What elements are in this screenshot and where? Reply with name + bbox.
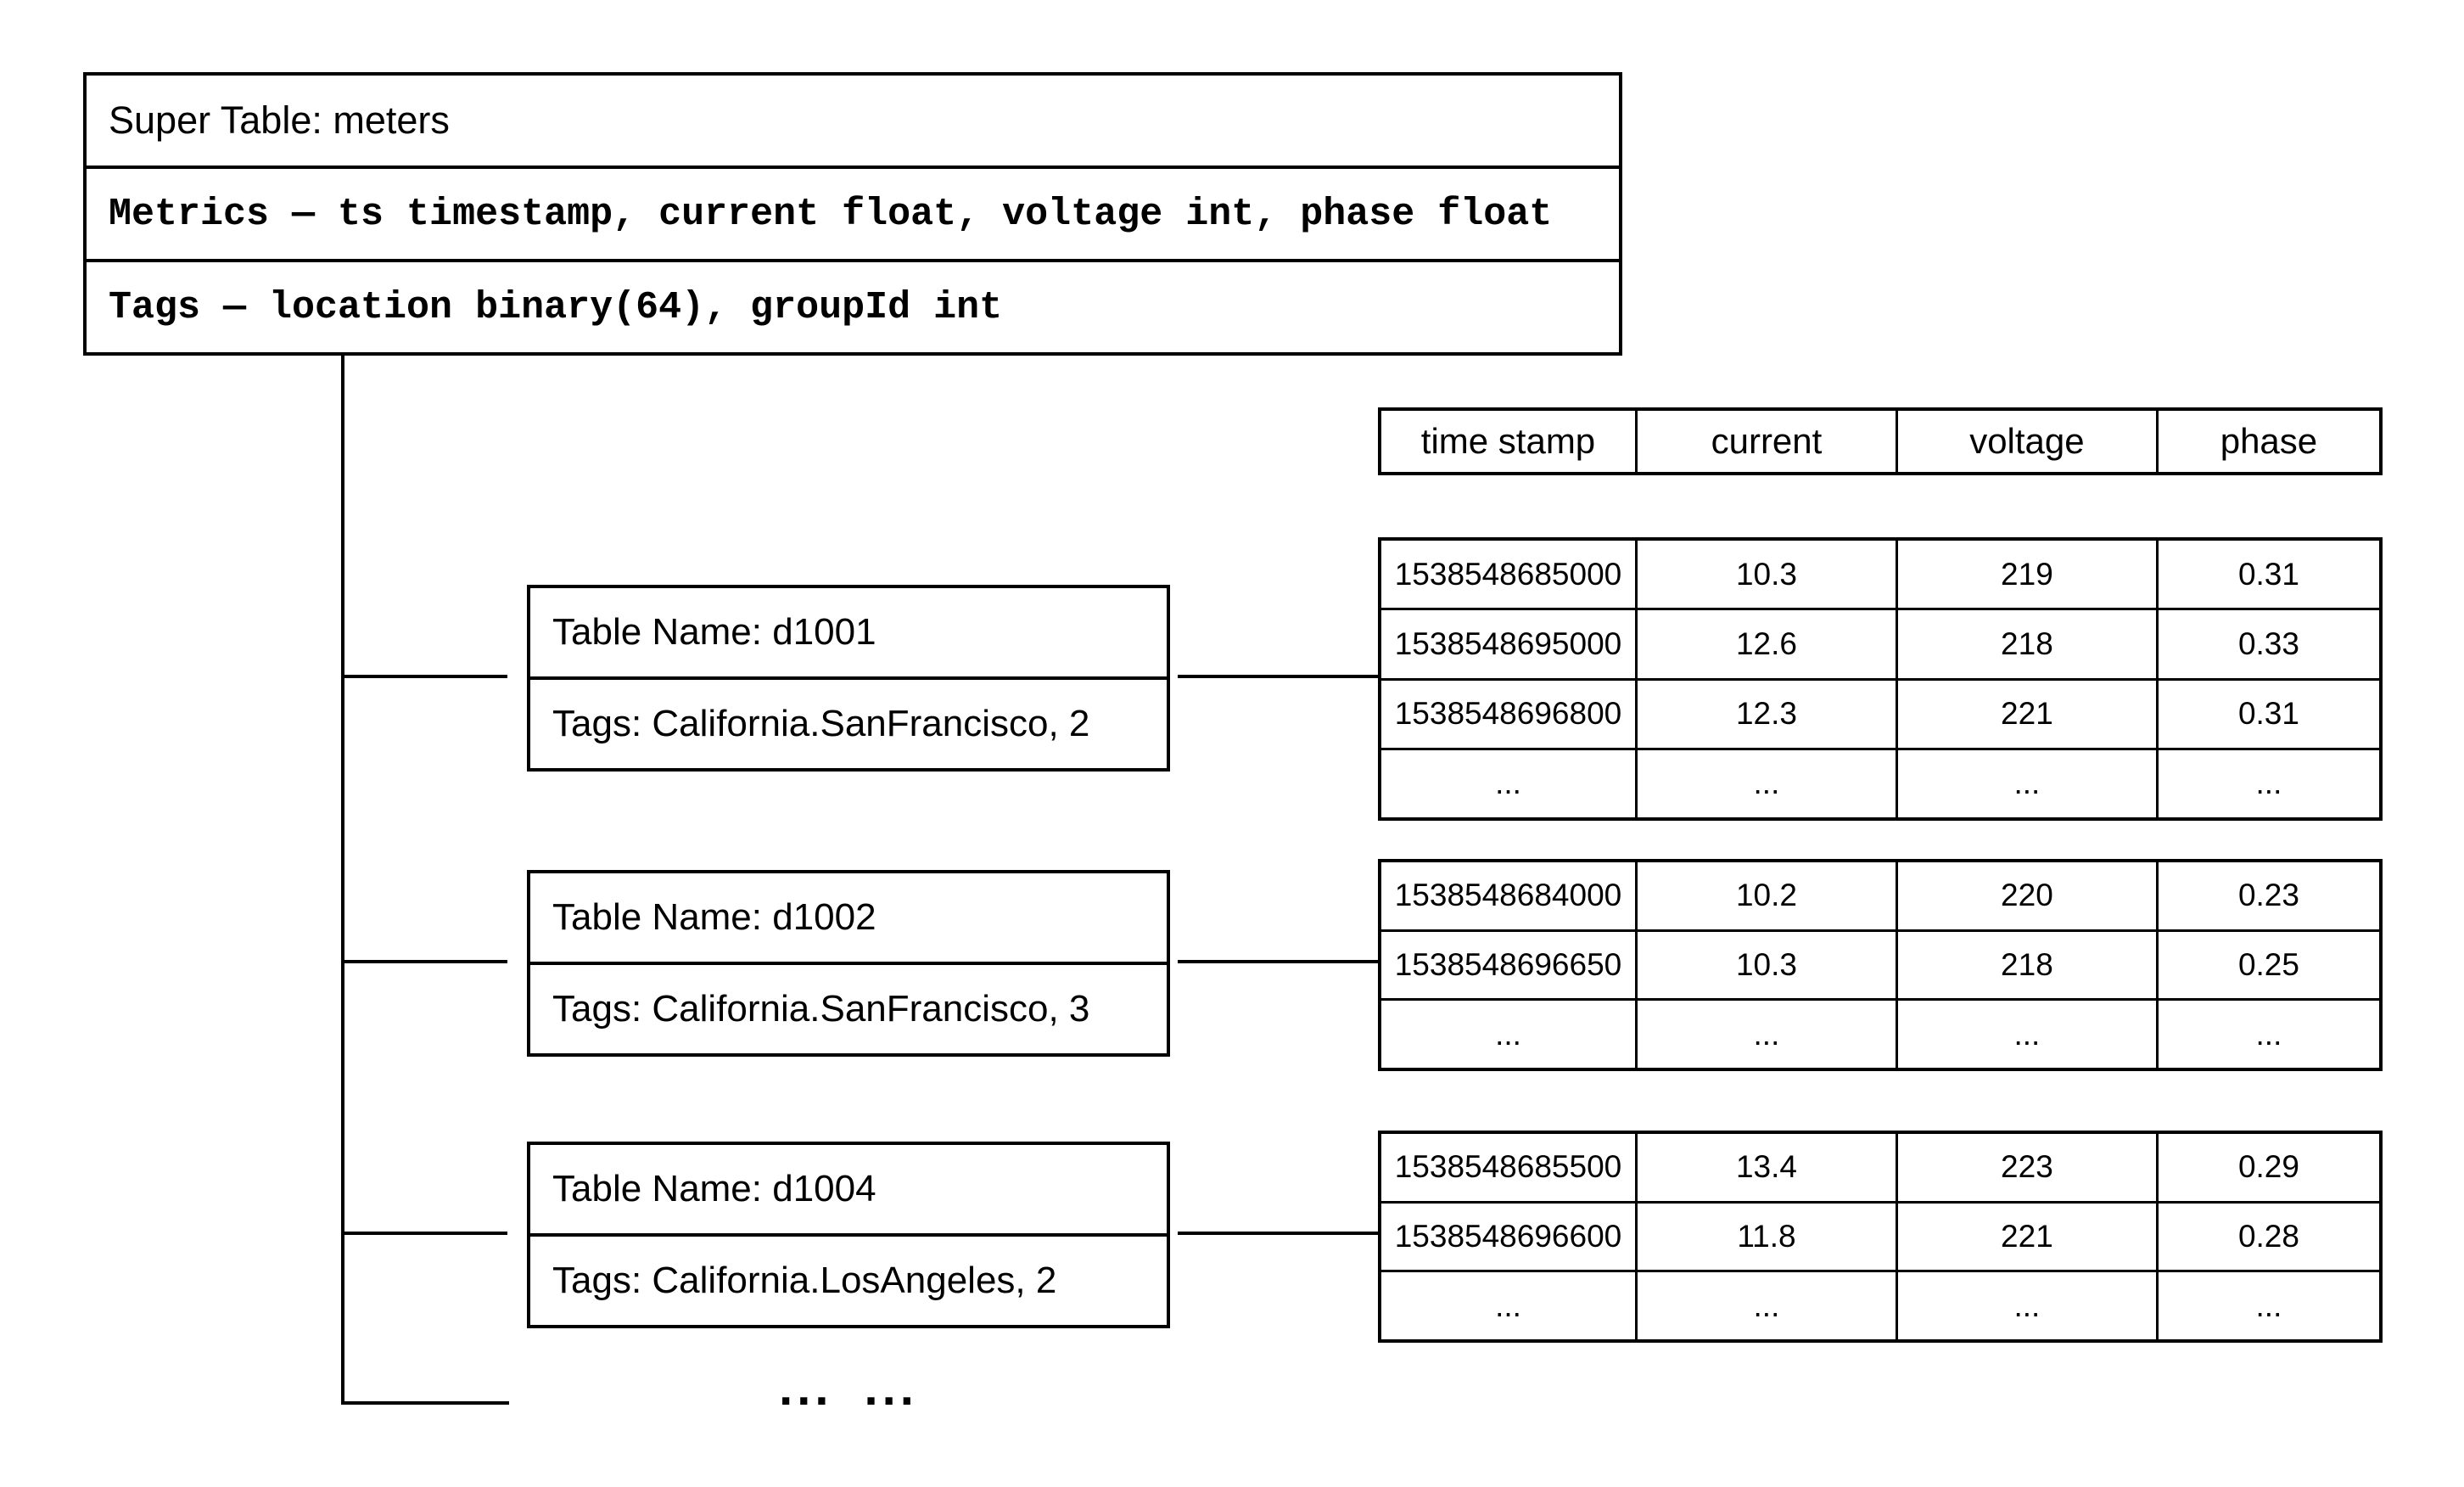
table-row: 1538548696600 11.8 221 0.28 [1381,1200,2379,1271]
table-cell: ... [1634,749,1896,817]
table-cell: 10.3 [1634,541,1896,609]
table-cell: 223 [1895,1134,2156,1201]
super-table-box: Super Table: meters Metrics — ts timesta… [83,72,1622,356]
table-cell: 1538548685500 [1394,1149,1622,1185]
more-tables-ellipsis: ... ... [779,1361,918,1416]
table-row-ellipsis: ... ... ... ... [1381,1270,2379,1340]
table-cell: 219 [1895,541,2156,609]
table-row: 1538548696800 12.3 221 0.31 [1381,677,2379,748]
table-cell: 221 [1895,680,2156,748]
table-cell: 11.8 [1634,1203,1896,1271]
table-cell: 1538548684000 [1394,878,1622,913]
table-cell: ... [1495,766,1521,801]
table-cell: ... [1895,1272,2156,1340]
table-cell: 0.29 [2155,1134,2379,1201]
header-cell-time-stamp: time stamp [1420,421,1596,461]
data-table-d1002: 1538548684000 10.2 220 0.23 153854869665… [1378,859,2383,1071]
table-cell: 0.31 [2155,541,2379,609]
subtable-tags: Tags: California.LosAngeles, 2 [530,1233,1167,1325]
connector-d1004-to-table [1178,1232,1378,1235]
header-cell-current: current [1634,411,1896,472]
column-header-row: time stamp current voltage phase [1378,407,2383,475]
table-row: 1538548685500 13.4 223 0.29 [1381,1134,2379,1201]
super-table-metrics-row: Metrics — ts timestamp, current float, v… [87,166,1619,259]
table-cell: ... [2155,749,2379,817]
branch-line-more [341,1401,509,1405]
table-cell: ... [1634,1272,1896,1340]
table-cell: 0.25 [2155,931,2379,999]
branch-line-d1004 [341,1232,507,1235]
table-cell: 0.31 [2155,680,2379,748]
table-cell: 0.23 [2155,862,2379,929]
subtable-name: Table Name: d1004 [552,1168,876,1209]
subtable-box-d1001: Table Name: d1001 Tags: California.SanFr… [527,585,1170,772]
subtable-box-d1004: Table Name: d1004 Tags: California.LosAn… [527,1142,1170,1328]
super-table-metrics: Metrics — ts timestamp, current float, v… [109,192,1553,236]
branch-line-d1001 [341,675,507,678]
table-cell: 218 [1895,931,2156,999]
table-cell: 1538548696800 [1394,696,1622,732]
super-table-tags-row: Tags — location binary(64), groupId int [87,259,1619,352]
table-row: 1538548696650 10.3 218 0.25 [1381,929,2379,999]
super-table-title-row: Super Table: meters [87,76,1619,166]
table-cell: 13.4 [1634,1134,1896,1201]
table-cell: 1538548695000 [1394,626,1622,661]
table-cell: ... [2155,1272,2379,1340]
subtable-box-d1002: Table Name: d1002 Tags: California.SanFr… [527,870,1170,1057]
table-cell: ... [1895,1001,2156,1069]
table-cell: ... [2155,1001,2379,1069]
table-cell: 221 [1895,1203,2156,1271]
table-cell: 1538548685000 [1394,556,1622,592]
table-cell: 12.6 [1634,610,1896,678]
table-cell: 0.33 [2155,610,2379,678]
table-cell: ... [1895,749,2156,817]
header-cell-phase: phase [2155,411,2379,472]
table-cell: 10.2 [1634,862,1896,929]
data-table-d1001: 1538548685000 10.3 219 0.31 153854869500… [1378,537,2383,821]
table-row-ellipsis: ... ... ... ... [1381,998,2379,1069]
connector-d1001-to-table [1178,675,1378,678]
header-cell-voltage: voltage [1895,411,2156,472]
table-cell: 0.28 [2155,1203,2379,1271]
table-cell: ... [1495,1016,1521,1052]
table-cell: 12.3 [1634,680,1896,748]
table-row: 1538548684000 10.2 220 0.23 [1381,862,2379,929]
header-row: time stamp current voltage phase [1381,411,2379,472]
subtable-tags: Tags: California.SanFrancisco, 2 [530,676,1167,768]
super-table-title: Super Table: meters [109,98,450,142]
table-cell: ... [1634,1001,1896,1069]
table-cell: 1538548696650 [1394,947,1622,982]
data-table-d1004: 1538548685500 13.4 223 0.29 153854869660… [1378,1131,2383,1343]
table-row: 1538548695000 12.6 218 0.33 [1381,608,2379,678]
table-row-ellipsis: ... ... ... ... [1381,747,2379,817]
table-cell: ... [1495,1288,1521,1323]
subtable-name: Table Name: d1001 [552,611,876,653]
subtable-name: Table Name: d1002 [552,896,876,938]
connector-d1002-to-table [1178,960,1378,963]
subtable-tags: Tags: California.SanFrancisco, 3 [530,962,1167,1053]
table-cell: 10.3 [1634,931,1896,999]
table-cell: 220 [1895,862,2156,929]
table-cell: 218 [1895,610,2156,678]
branch-line-d1002 [341,960,507,963]
trunk-line [341,356,344,1405]
table-row: 1538548685000 10.3 219 0.31 [1381,541,2379,609]
super-table-tags: Tags — location binary(64), groupId int [109,285,1003,329]
table-cell: 1538548696600 [1394,1219,1622,1254]
